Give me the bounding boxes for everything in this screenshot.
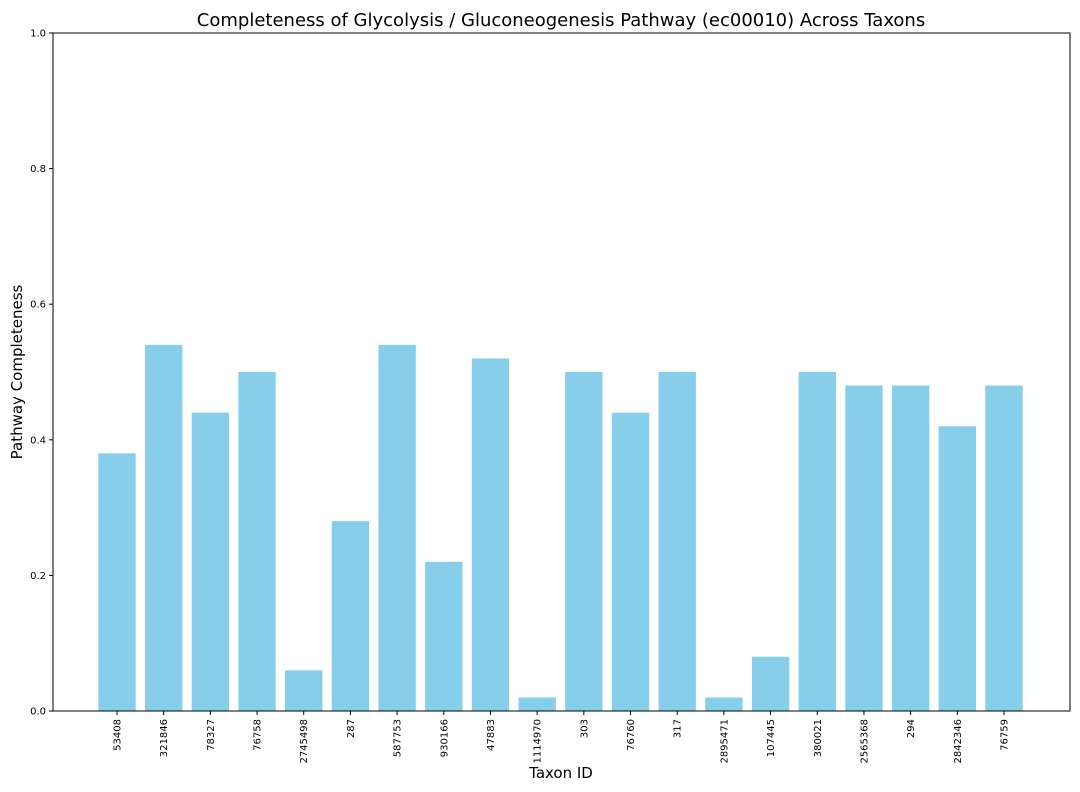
x-tick-label: 53408	[113, 719, 124, 751]
bar-78327	[191, 412, 230, 711]
x-tick-label: 380021	[813, 719, 824, 757]
x-tick-label: 587753	[393, 719, 404, 757]
y-axis-label: Pathway Completeness	[8, 284, 26, 459]
chart-title: Completeness of Glycolysis / Gluconeogen…	[197, 10, 925, 31]
x-tick-label: 47883	[486, 719, 497, 751]
bar-76760	[611, 412, 650, 711]
bar-76758	[238, 372, 276, 711]
y-tick-label: 0.2	[30, 571, 46, 582]
bar-294	[891, 385, 930, 711]
bar-107445	[751, 656, 790, 711]
x-tick-label: 287	[346, 719, 357, 738]
bar-2895471	[705, 697, 743, 711]
x-tick-label: 2842346	[953, 719, 964, 764]
y-tick-label: 1.0	[30, 29, 46, 40]
bar-1114970	[518, 697, 556, 711]
x-tick-label: 321846	[159, 719, 170, 757]
bar-76759	[985, 385, 1023, 711]
x-tick-label: 2895471	[719, 719, 730, 764]
bar-2842346	[938, 426, 976, 711]
bar-287	[331, 521, 370, 711]
x-axis-label: Taxon ID	[528, 764, 593, 782]
x-tick-label: 76759	[1000, 719, 1011, 751]
y-tick-label: 0.8	[30, 164, 46, 175]
bars-group	[98, 344, 1023, 711]
x-tick-label: 2745498	[299, 719, 310, 764]
x-tick-label: 294	[906, 719, 917, 738]
bar-930166	[425, 561, 463, 711]
bar-380021	[798, 372, 836, 711]
y-tick-label: 0.0	[30, 707, 46, 718]
x-tick-label: 930166	[439, 719, 450, 757]
y-tick-label: 0.6	[30, 300, 46, 311]
y-axis: 0.0 0.2 0.4 0.6 0.8 1.0	[30, 29, 53, 718]
x-tick-label: 2565368	[859, 719, 870, 764]
bar-587753	[378, 344, 416, 711]
plot-frame	[52, 32, 1071, 712]
bar-303	[565, 372, 603, 711]
bar-47883	[471, 358, 510, 711]
x-tick-label: 107445	[766, 719, 777, 757]
bar-321846	[145, 344, 183, 711]
bar-317	[658, 372, 696, 711]
x-tick-label: 78327	[206, 719, 217, 751]
x-tick-label: 76758	[253, 719, 264, 751]
x-axis: 53408 321846 78327 76758 2745498 287 587753 930…	[113, 711, 1011, 764]
x-tick-label: 317	[673, 719, 684, 738]
bar-2565368	[845, 385, 883, 711]
y-tick-label: 0.4	[30, 435, 46, 446]
x-tick-label: 1114970	[533, 719, 544, 764]
bar-2745498	[285, 670, 323, 711]
x-tick-label: 303	[579, 719, 590, 738]
x-tick-label: 76760	[626, 719, 637, 751]
bar-53408	[98, 453, 136, 711]
